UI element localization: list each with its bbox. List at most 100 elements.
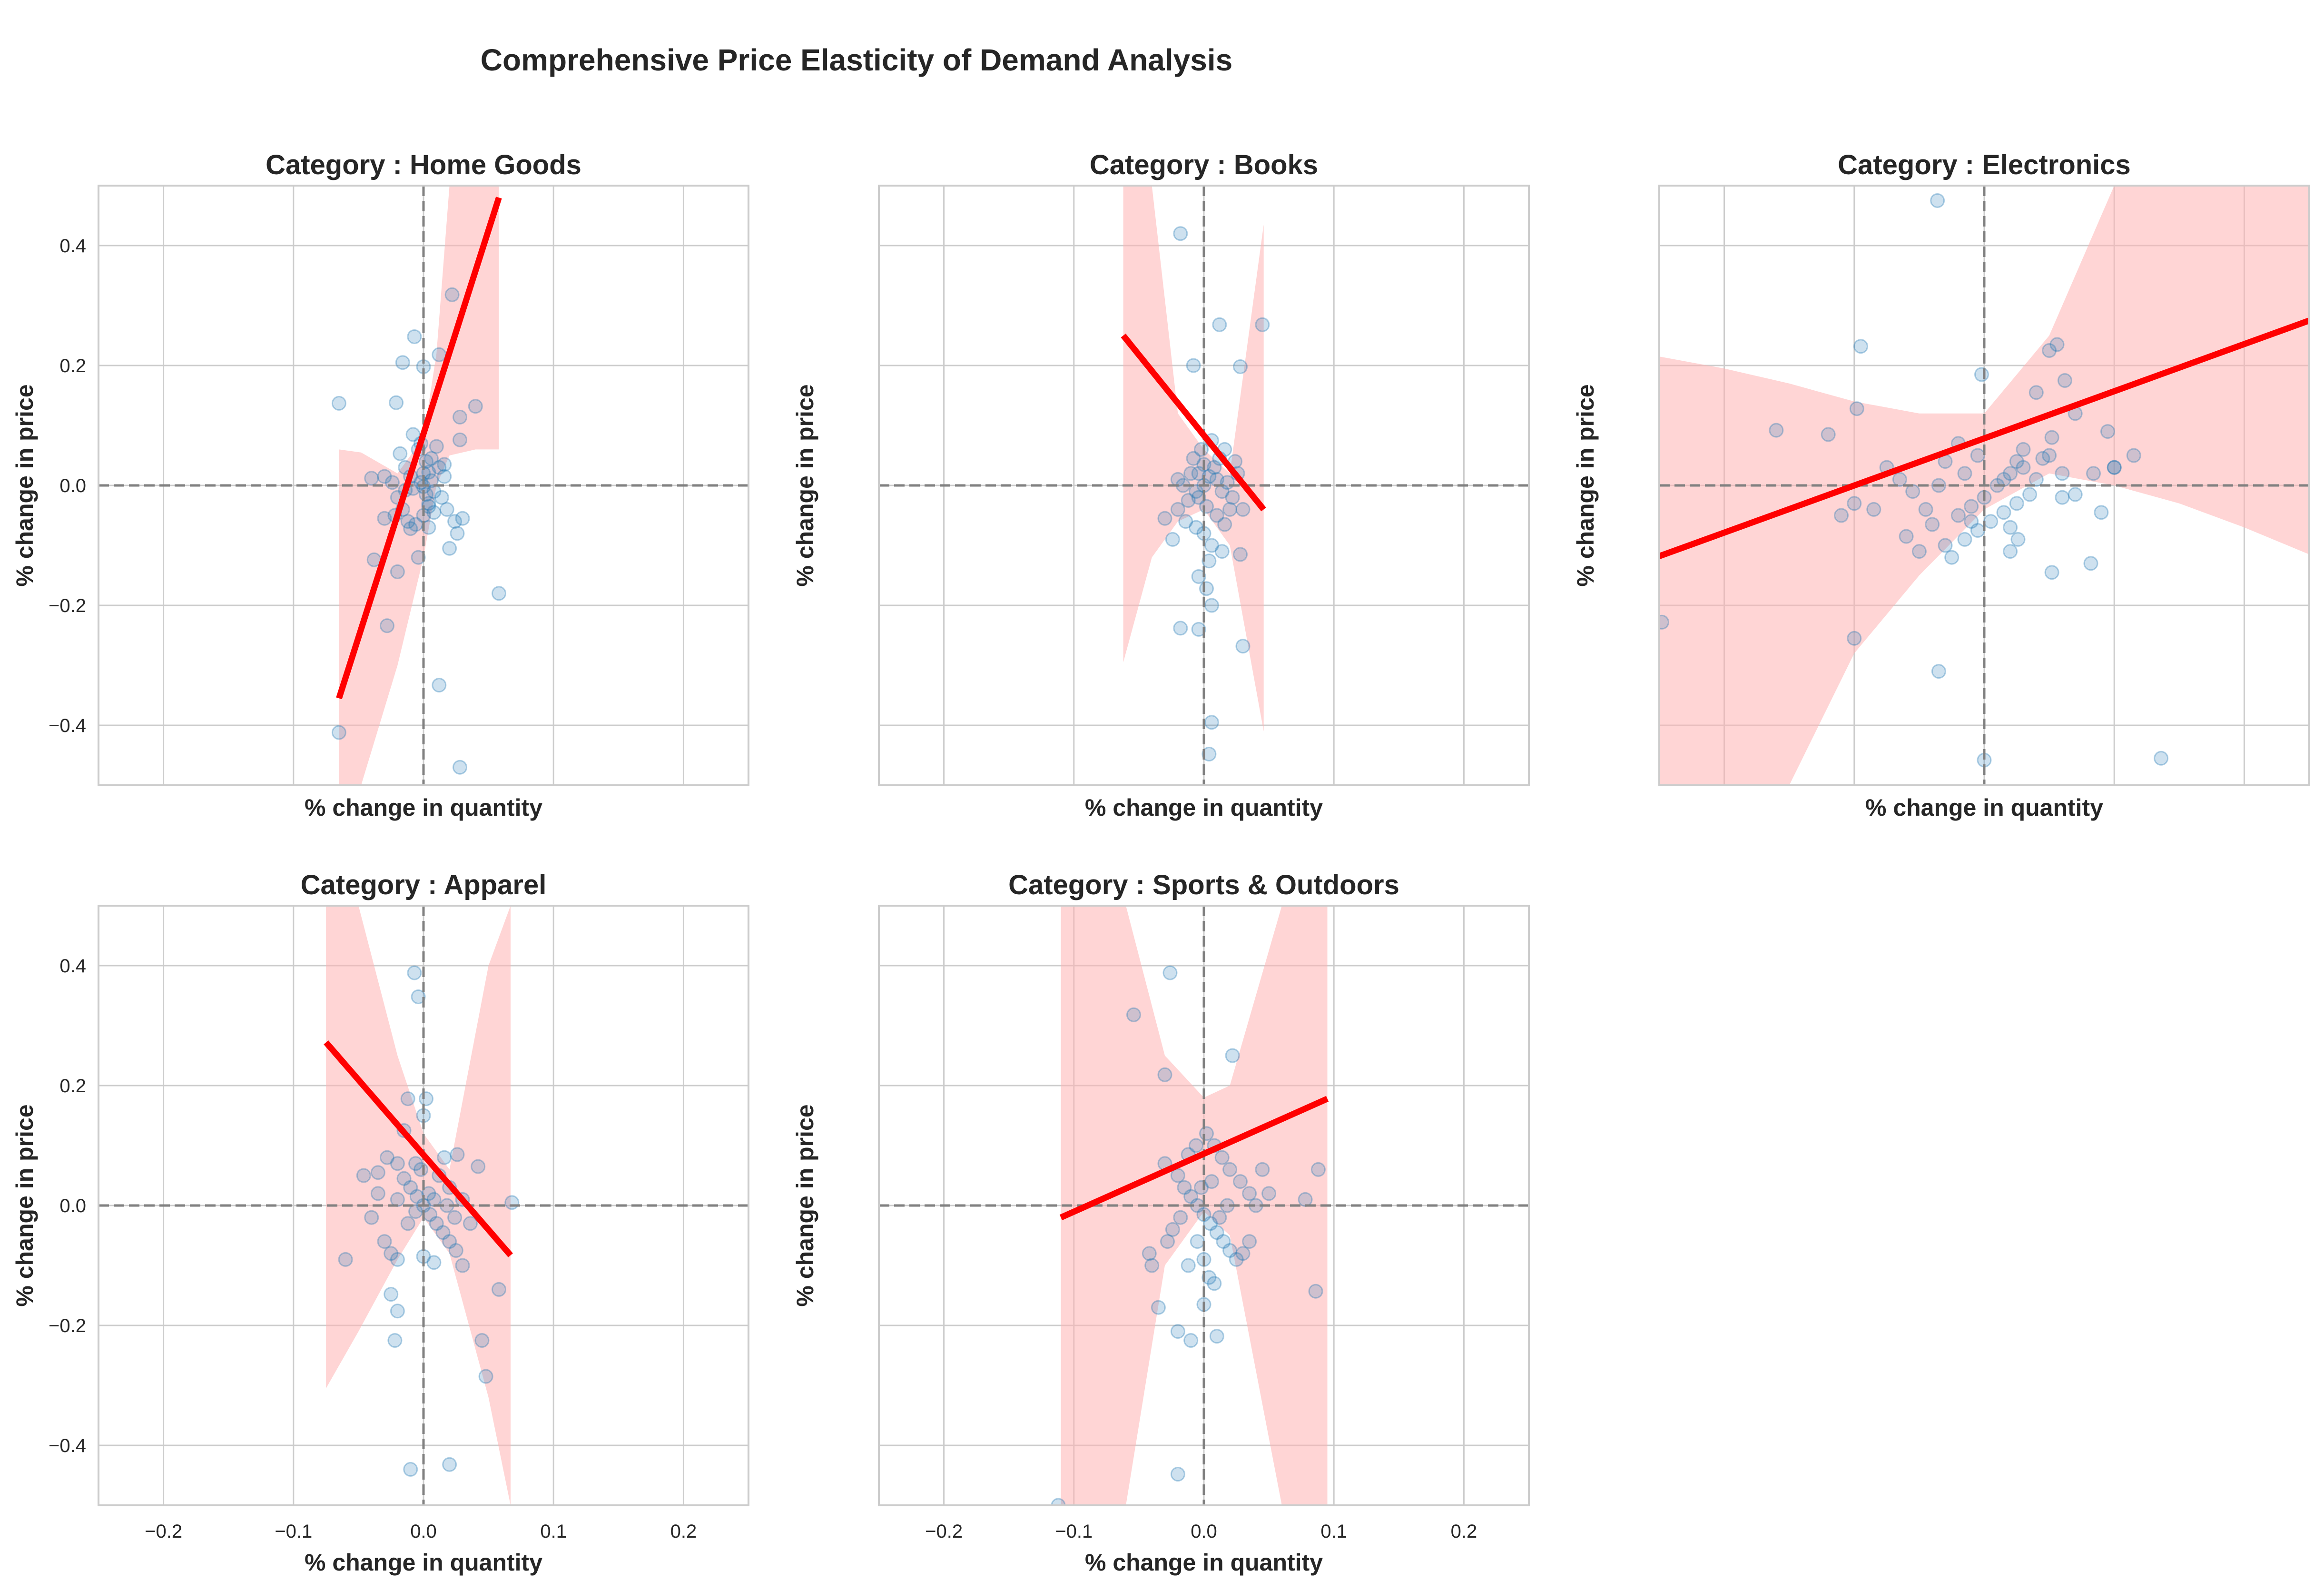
plot-area [98, 186, 748, 785]
data-point [468, 399, 483, 414]
data-point [419, 1091, 433, 1107]
scatter-points [1659, 193, 2169, 768]
data-point [364, 1210, 379, 1225]
data-point [403, 1462, 418, 1477]
data-point [1170, 472, 1185, 487]
axes-frame [98, 185, 749, 786]
data-point [474, 1333, 490, 1348]
data-point [1983, 514, 1999, 529]
data-point [455, 511, 470, 526]
data-point [1199, 1126, 1214, 1141]
data-point [1970, 448, 1985, 463]
data-point [1925, 517, 1940, 532]
data-point [435, 1225, 451, 1240]
data-point [421, 1186, 436, 1201]
data-point [1173, 226, 1188, 241]
data-point [1162, 965, 1178, 980]
data-point [395, 355, 410, 370]
data-point [442, 1234, 457, 1249]
y-tick-label: 0.2 [59, 356, 86, 376]
y-axis-label: % change in price [1572, 384, 1599, 586]
data-point [426, 1192, 442, 1207]
data-point [1964, 514, 1979, 529]
data-point [1173, 1210, 1188, 1225]
data-point [2107, 460, 2122, 475]
axes-frame [98, 905, 749, 1506]
data-point [2100, 424, 2115, 439]
y-tick-label: −0.2 [49, 1315, 86, 1336]
data-point [1209, 1225, 1224, 1240]
data-point [450, 1147, 465, 1162]
data-point [442, 541, 457, 556]
data-point [1242, 1186, 1257, 1201]
data-point [380, 618, 394, 633]
data-point [405, 427, 421, 442]
data-point [1051, 1498, 1066, 1505]
data-point [1222, 1243, 1238, 1258]
data-point [1142, 1246, 1157, 1261]
plot-area [1659, 186, 2309, 785]
data-point [1191, 490, 1206, 505]
x-tick-label: −0.1 [275, 1521, 312, 1542]
data-point [1214, 1150, 1230, 1165]
data-point [1950, 508, 1966, 523]
data-point [1201, 469, 1217, 484]
data-point [1209, 472, 1224, 487]
data-point [448, 1243, 463, 1258]
data-point [390, 1252, 405, 1267]
data-point [426, 1255, 442, 1270]
x-tick-label: 0.2 [670, 1521, 697, 1542]
data-point [331, 395, 346, 411]
data-point [421, 499, 436, 514]
panel-3: Category : Electronics % change in quanti… [1572, 149, 2310, 821]
data-point [421, 520, 436, 535]
data-point [492, 586, 506, 601]
data-point [455, 1258, 470, 1273]
regression-line [1059, 1096, 1329, 1221]
data-point [403, 1180, 418, 1195]
data-point [434, 490, 449, 505]
data-point [2057, 373, 2072, 388]
data-point [1918, 502, 1933, 517]
data-point [1170, 1324, 1185, 1339]
panel-title: Category : Sports & Outdoors [1008, 870, 1399, 900]
data-point [437, 469, 452, 484]
data-point [1201, 747, 1217, 761]
data-point [411, 989, 426, 1004]
data-point [2016, 442, 2031, 457]
data-point [1181, 1258, 1196, 1273]
data-point [338, 1252, 353, 1267]
data-point [1222, 502, 1238, 517]
data-point [2049, 337, 2065, 352]
data-point [400, 1216, 415, 1231]
panel-title: Category : Electronics [1838, 149, 2131, 180]
data-point [439, 502, 454, 517]
panel-title: Category : Books [1090, 149, 1318, 180]
data-point [1233, 547, 1248, 562]
data-point [471, 1159, 486, 1174]
data-point [1930, 193, 1945, 208]
panel-2: Category : Books % change in quantity % ch… [792, 149, 1530, 821]
data-point [2055, 490, 2070, 505]
data-point [1847, 631, 1862, 646]
data-point [384, 1246, 399, 1261]
data-point [2107, 460, 2122, 475]
x-tick-label: 0.1 [1320, 1521, 1347, 1542]
data-point [1242, 1234, 1257, 1249]
data-point [2055, 466, 2070, 481]
data-point [1170, 502, 1185, 517]
data-point [364, 471, 379, 486]
data-point [2003, 466, 2018, 481]
data-point [1183, 1189, 1199, 1204]
panel-5: −0.2 −0.1 0.0 0.1 0.2 Category : Sports & Out… [792, 870, 1530, 1576]
axes-frame [1658, 185, 2310, 786]
data-point [389, 395, 404, 410]
data-point [1229, 1252, 1244, 1267]
panel-1: −0.4 −0.2 0.0 0.2 0.4 Category : Home Goods % … [11, 149, 749, 821]
data-point [1204, 538, 1219, 553]
panel-title: Category : Apparel [301, 870, 547, 900]
data-point [1181, 493, 1196, 508]
data-point [1191, 569, 1206, 584]
data-point [1209, 508, 1224, 523]
x-tick-label: 0.2 [1451, 1521, 1477, 1542]
